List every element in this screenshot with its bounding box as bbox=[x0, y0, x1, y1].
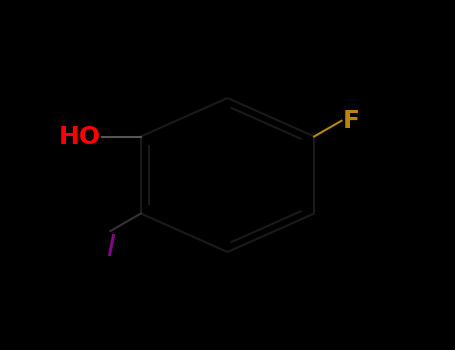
Text: HO: HO bbox=[58, 125, 101, 148]
Text: F: F bbox=[343, 109, 360, 133]
Text: I: I bbox=[106, 233, 115, 262]
